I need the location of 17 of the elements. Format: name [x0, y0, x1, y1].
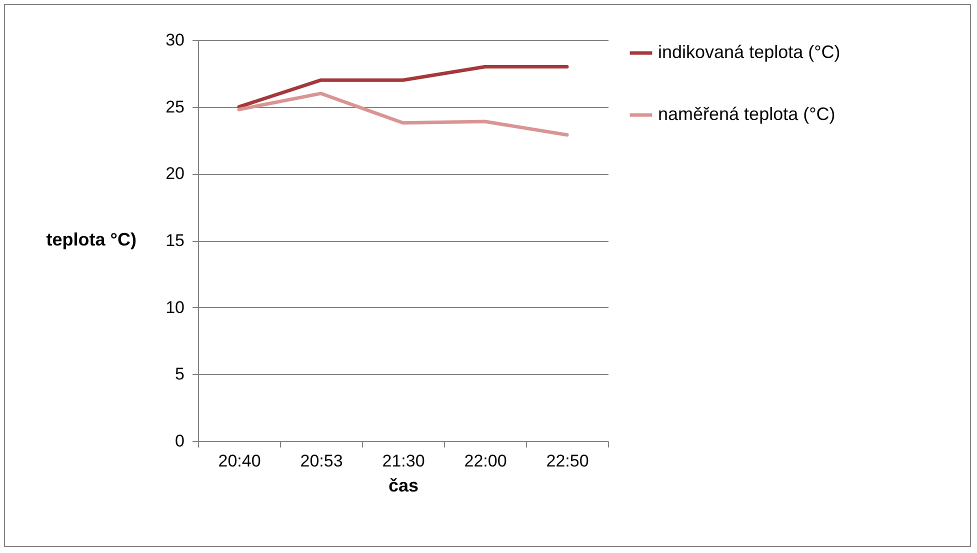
y-axis-title: teplota °C): [46, 230, 136, 250]
y-tick-label: 10: [166, 298, 184, 317]
y-tick-label: 5: [175, 364, 184, 384]
y-tick-label: 30: [166, 30, 184, 50]
y-tick-label: 0: [175, 432, 184, 450]
x-axis-title: čas: [388, 476, 419, 496]
x-tick-label: 21:30: [382, 452, 425, 470]
y-tick-label: 25: [166, 97, 184, 116]
legend-label: naměřená teplota (°C): [658, 104, 836, 124]
line-series: [237, 92, 569, 137]
x-tick-label: 22:50: [546, 452, 589, 470]
x-tick-label: 22:00: [464, 452, 507, 470]
y-tick-label: 20: [166, 164, 184, 184]
y-tick-label: 15: [166, 231, 184, 250]
x-tick-label: 20:40: [218, 452, 261, 470]
legend-label: indikovaná teplota (°C): [658, 42, 840, 62]
x-tick-label: 20:53: [300, 452, 343, 470]
